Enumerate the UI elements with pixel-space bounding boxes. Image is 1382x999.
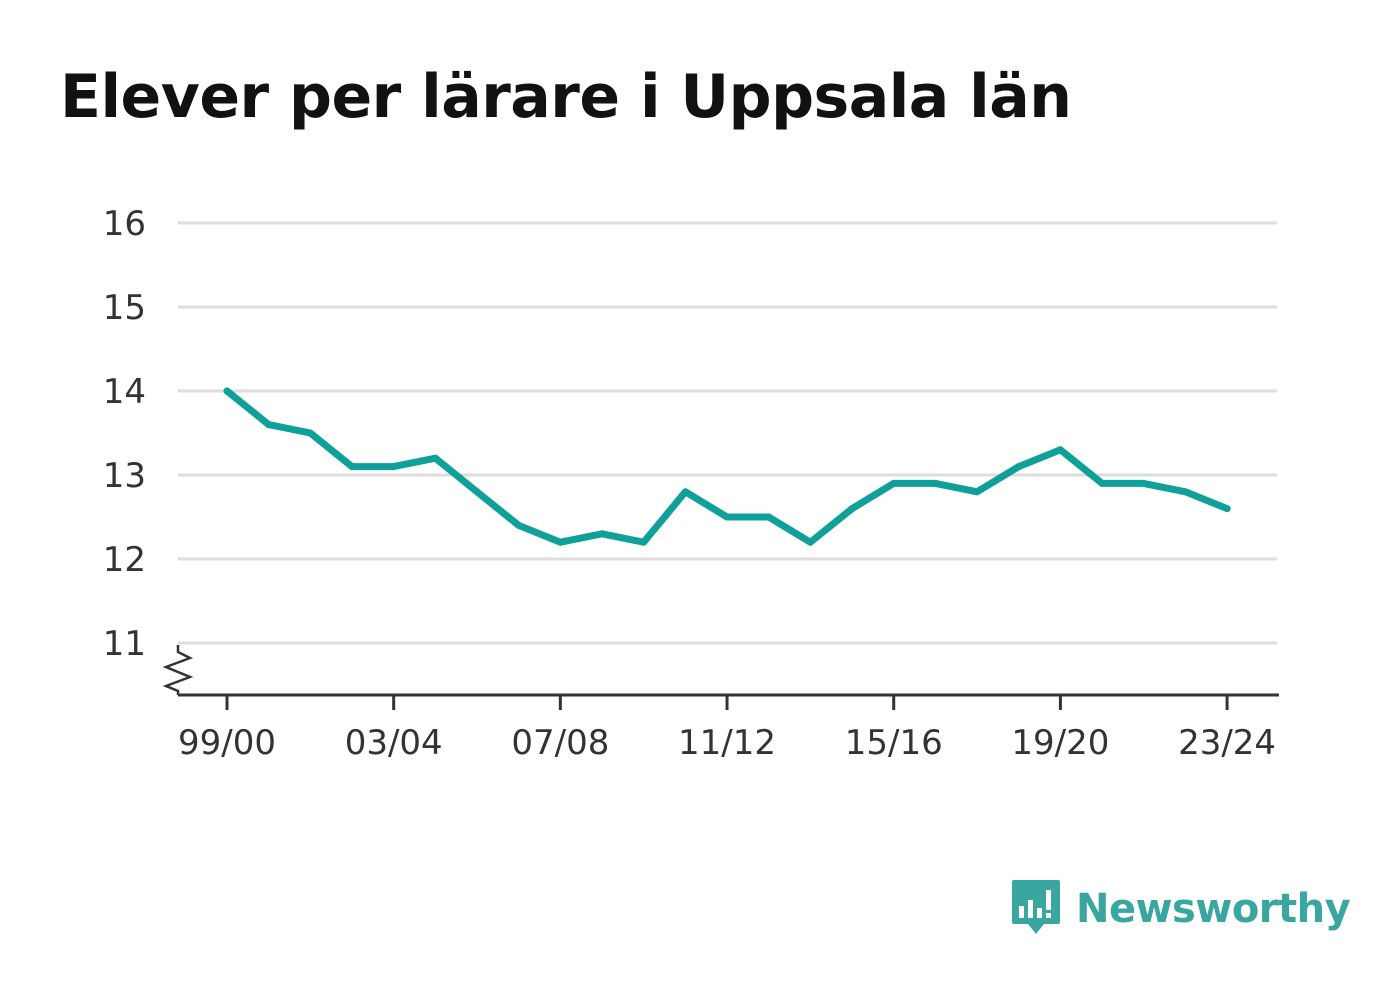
data-point (431, 454, 439, 462)
line-chart: 16 15 14 13 12 11 99/00 03/04 07/08 11/12 15/16 19… (103, 204, 1279, 763)
data-point (931, 479, 939, 487)
y-tick-label: 13 (103, 456, 146, 496)
y-tick-label: 15 (103, 288, 146, 328)
x-tick-label: 19/20 (1011, 723, 1109, 763)
data-point (681, 488, 689, 496)
newsworthy-logo: Newsworthy (1010, 878, 1351, 940)
data-point (848, 505, 856, 513)
data-point (1015, 463, 1023, 471)
data-point (556, 538, 564, 546)
axis-break-icon (162, 645, 194, 695)
data-point (890, 479, 898, 487)
y-tick-label: 12 (103, 540, 146, 580)
chart-title: Elever per lärare i Uppsala län (60, 62, 1072, 132)
data-point (723, 513, 731, 521)
data-point (765, 513, 773, 521)
data-point (1140, 479, 1148, 487)
series-layer (223, 387, 1231, 546)
y-axis-ticks: 16 15 14 13 12 11 (103, 204, 146, 664)
x-tick-label: 11/12 (678, 723, 776, 763)
x-axis: 99/00 03/04 07/08 11/12 15/16 19/20 23/24 (162, 645, 1279, 763)
data-point (348, 463, 356, 471)
brand-name: Newsworthy (1076, 886, 1351, 932)
x-tick-label: 15/16 (845, 723, 943, 763)
newsworthy-logo-icon (1012, 880, 1060, 934)
gridlines (178, 221, 1277, 645)
y-tick-label: 11 (103, 624, 146, 664)
data-point (973, 488, 981, 496)
x-tick-label: 99/00 (178, 723, 276, 763)
data-point (1223, 505, 1231, 513)
data-point (265, 421, 273, 429)
data-point (1098, 479, 1106, 487)
y-tick-label: 16 (103, 204, 146, 244)
x-tick-label: 03/04 (345, 723, 443, 763)
data-point (640, 538, 648, 546)
data-point (598, 530, 606, 538)
data-point (306, 429, 314, 437)
y-tick-label: 14 (103, 372, 146, 412)
data-point (223, 387, 231, 395)
x-tick-label: 07/08 (511, 723, 609, 763)
data-point (390, 463, 398, 471)
data-point (1056, 446, 1064, 454)
data-point (806, 538, 814, 546)
x-tick-label: 23/24 (1178, 723, 1276, 763)
data-point (473, 488, 481, 496)
data-point (515, 521, 523, 529)
data-point (1181, 488, 1189, 496)
